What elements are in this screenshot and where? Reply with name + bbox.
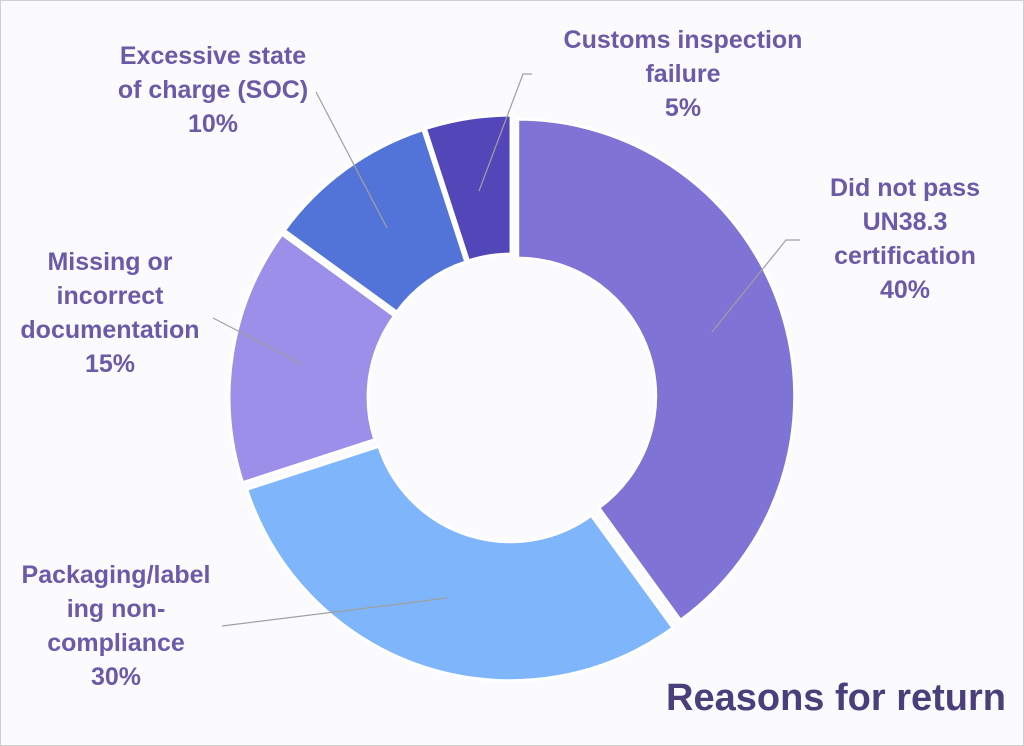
slice-label-line: documentation: [20, 316, 199, 344]
slice-label-line: Did not pass: [830, 174, 980, 202]
slice-percent: 5%: [665, 94, 701, 122]
slice-label-line: incorrect: [57, 282, 165, 310]
slice-1: [244, 444, 676, 683]
slice-label-line: Missing or: [47, 248, 172, 276]
leader-line-2: [212, 317, 303, 365]
leader-line-0: [711, 239, 800, 333]
slice-label-line: compliance: [47, 629, 185, 657]
slice-label-line: ing non-: [67, 595, 166, 623]
leader-line-1: [221, 597, 448, 627]
slice-0: [516, 117, 797, 623]
slice-label-1: Packaging/label ing non-compliance 30%: [22, 561, 211, 691]
slice-label-line: of charge (SOC): [118, 76, 308, 104]
slice-label-line: Excessive state: [120, 42, 306, 70]
slice-label-line: Customs inspection: [564, 26, 803, 54]
slice-label-line: Packaging/label: [22, 561, 211, 589]
slice-4: [423, 113, 513, 263]
slice-percent: 15%: [85, 350, 135, 378]
slice-2: [227, 232, 397, 485]
slice-3: [282, 127, 468, 315]
slice-label-4: Customs inspection failure 5%: [564, 26, 803, 122]
slice-label-line: failure: [645, 60, 720, 88]
slice-label-0: Did not pass UN38.3 certification 40%: [830, 174, 980, 304]
slice-label-line: certification: [834, 242, 976, 270]
slice-percent: 40%: [880, 276, 930, 304]
slice-label-2: Missing or incorrect documentation 15%: [20, 248, 199, 378]
slice-percent: 30%: [91, 663, 141, 691]
leader-line-4: [478, 73, 532, 192]
slice-label-line: UN38.3: [863, 208, 948, 236]
chart-title: Reasons for return: [666, 677, 1006, 719]
leader-line-3: [315, 91, 388, 229]
slice-label-3: Excessive state of charge (SOC) 10%: [118, 42, 308, 138]
slice-percent: 10%: [188, 110, 238, 138]
